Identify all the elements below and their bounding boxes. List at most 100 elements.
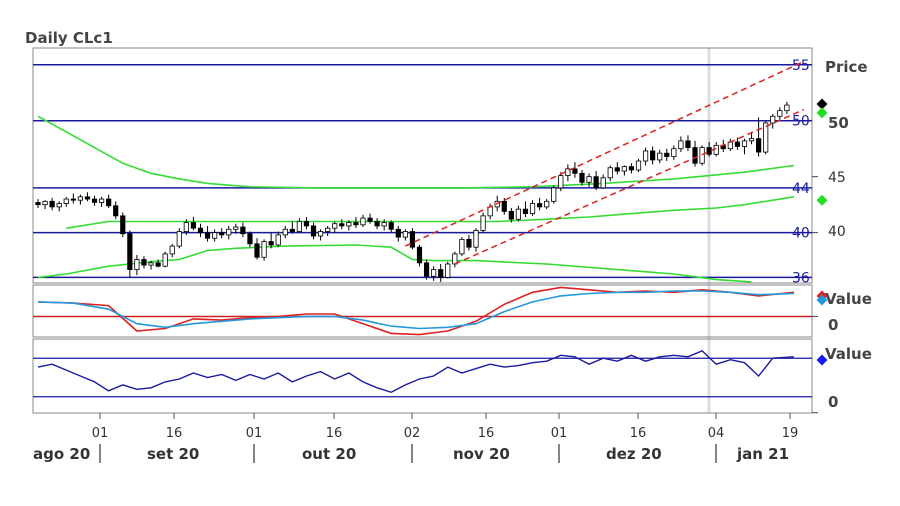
candle-body <box>106 198 112 207</box>
candle-body <box>657 152 663 161</box>
candle-body <box>56 203 62 208</box>
candle-body <box>558 175 564 189</box>
level-label-50: 50 <box>792 114 810 130</box>
candle-body <box>141 259 147 266</box>
candle-body <box>346 222 352 227</box>
candle-body <box>642 150 649 162</box>
x-month-label: ago 20 <box>33 445 90 463</box>
candle-body <box>339 223 345 227</box>
candle-body <box>628 166 635 171</box>
candle-body <box>409 231 416 248</box>
candle-body <box>416 246 423 264</box>
candle-body <box>586 176 592 183</box>
osc1-axis-label: Value <box>825 290 872 308</box>
candle-body <box>692 147 698 164</box>
x-day-tick: 01 <box>551 426 568 441</box>
x-day-tick: 16 <box>630 426 647 441</box>
candle-body <box>784 104 790 112</box>
candle-body <box>219 232 225 236</box>
price-marker-label: 50 <box>828 114 849 132</box>
x-month-label: set 20 <box>147 445 199 463</box>
candle-body <box>607 167 613 179</box>
x-month-label: dez 20 <box>606 445 662 463</box>
candle-body <box>233 226 239 230</box>
candle-body <box>113 205 119 217</box>
candle-body <box>445 263 451 278</box>
candle-body <box>310 225 317 237</box>
candle-body <box>296 221 302 232</box>
candle-body <box>770 115 776 124</box>
candle-body <box>777 110 783 117</box>
osc2-series-line <box>37 349 794 394</box>
trend-lower-line <box>454 108 805 265</box>
bollinger-upper-line <box>37 115 795 189</box>
candle-body <box>70 198 76 201</box>
candle-body <box>621 166 627 172</box>
candle-body <box>303 221 310 227</box>
osc1-series-line-1 <box>37 290 794 330</box>
candle-body <box>254 243 260 258</box>
candle-body <box>537 203 543 208</box>
candle-body <box>678 140 684 150</box>
x-day-tick: 02 <box>404 426 421 441</box>
candle-body <box>190 222 197 229</box>
price-axis-label: Price <box>825 58 868 76</box>
candle-body <box>98 198 105 203</box>
candle-body <box>671 148 677 157</box>
osc1-zero-label: 0 <box>828 316 838 334</box>
x-day-tick: 01 <box>92 426 109 441</box>
candle-body <box>699 147 705 164</box>
osc1-marker-diamond-1 <box>816 294 828 306</box>
candle-body <box>431 269 437 277</box>
x-month-label: out 20 <box>302 445 356 463</box>
candle-body <box>275 234 281 246</box>
candle-body <box>289 228 295 232</box>
candle-body <box>197 227 204 234</box>
candle-body <box>155 262 161 267</box>
price-tick-45: 45 <box>828 170 846 186</box>
candle-body <box>501 200 507 212</box>
candle-body <box>162 253 168 267</box>
candle-body <box>565 168 571 176</box>
candle-body <box>268 241 274 246</box>
trend-upper-line <box>405 60 805 247</box>
candle-body <box>515 208 522 220</box>
osc2-zero-label: 0 <box>828 393 838 411</box>
candle-body <box>282 228 288 236</box>
candle-body <box>551 187 557 202</box>
price-panel-border <box>32 47 813 284</box>
candle-body <box>63 198 69 204</box>
x-day-tick: 16 <box>166 426 183 441</box>
candle-body <box>35 202 41 206</box>
candle-body <box>325 227 331 232</box>
osc2-panel-border <box>32 338 813 414</box>
candle-body <box>685 140 691 148</box>
candle-body <box>353 222 359 226</box>
candle-body <box>148 262 154 266</box>
candle-body <box>183 222 189 232</box>
candle-body <box>261 241 267 258</box>
candle-body <box>544 200 550 208</box>
x-month-label: jan 21 <box>736 445 789 463</box>
osc2-marker-diamond <box>816 354 828 366</box>
price-marker-diamond-1 <box>816 107 828 119</box>
candle-body <box>226 228 232 236</box>
candle-body <box>734 141 741 147</box>
osc1-panel-border <box>32 284 813 338</box>
candle-body <box>91 198 98 203</box>
candle-body <box>452 253 458 265</box>
x-day-tick: 04 <box>708 426 725 441</box>
candle-body <box>522 208 529 215</box>
candle-body <box>176 231 182 247</box>
candle-body <box>120 215 126 235</box>
candle-body <box>42 200 48 206</box>
x-day-tick: 16 <box>326 426 343 441</box>
candle-body <box>240 226 246 235</box>
candle-body <box>741 140 748 147</box>
candle-body <box>84 196 91 200</box>
candle-body <box>49 200 55 208</box>
candle-body <box>706 147 712 155</box>
candle-body <box>600 177 606 189</box>
candle-body <box>332 223 338 229</box>
